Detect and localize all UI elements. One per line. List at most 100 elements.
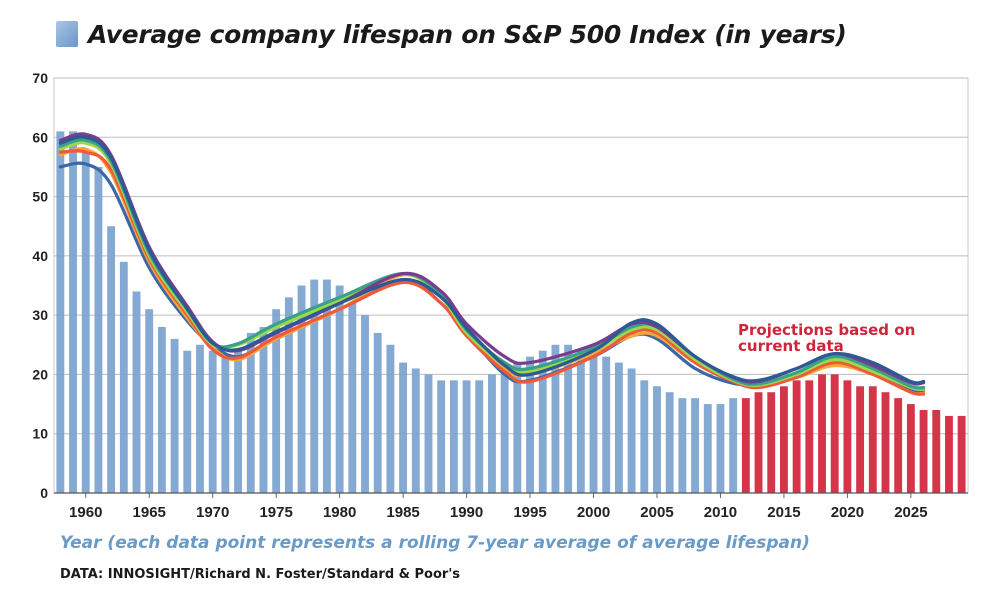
historical-bar <box>107 226 116 493</box>
historical-bar <box>526 356 534 493</box>
historical-bar <box>56 131 65 493</box>
x-tick-label: 2010 <box>704 504 737 521</box>
x-tick-label: 1990 <box>450 504 483 521</box>
projection-bar <box>856 386 865 493</box>
historical-bar <box>665 392 674 493</box>
y-tick-label: 70 <box>32 70 48 86</box>
x-tick-label: 1965 <box>133 504 166 521</box>
x-tick-label: 2000 <box>577 504 610 521</box>
historical-bar <box>653 386 661 493</box>
historical-bar <box>716 404 725 493</box>
x-tick-label: 1980 <box>323 504 356 521</box>
historical-bar <box>602 356 611 493</box>
projection-bar <box>754 392 763 493</box>
projection-annotation-text: Projections based on current data <box>738 321 916 355</box>
historical-bar <box>614 362 623 493</box>
data-source: DATA: INNOSIGHT/Richard N. Foster/Standa… <box>60 567 461 582</box>
historical-bar <box>348 303 357 493</box>
plot-area <box>53 77 969 494</box>
historical-bar <box>272 309 281 493</box>
trend-line-trend-7 <box>58 135 926 385</box>
historical-bar <box>208 350 217 493</box>
historical-bar <box>322 279 331 493</box>
projection-bar <box>843 380 852 493</box>
historical-bar <box>589 350 598 493</box>
chart-title: Average company lifespan on S&P 500 Inde… <box>88 19 847 49</box>
historical-bar <box>81 149 90 493</box>
historical-bar <box>475 380 484 493</box>
historical-bar <box>183 350 192 493</box>
historical-bar <box>310 279 319 493</box>
projection-bar <box>868 386 877 493</box>
historical-bar <box>678 398 687 493</box>
projection-bar <box>805 380 814 493</box>
historical-bar <box>691 398 700 493</box>
historical-bar <box>399 362 408 493</box>
historical-bar <box>627 368 636 493</box>
trend-line-trend-3 <box>58 149 926 396</box>
historical-bar <box>170 338 179 493</box>
historical-bar <box>373 332 382 493</box>
projection-annotation: Projections based on current data <box>738 322 928 354</box>
projection-bar <box>932 410 941 493</box>
historical-bar <box>640 380 649 493</box>
historical-bar <box>462 380 471 493</box>
x-tick-label: 2025 <box>894 504 927 521</box>
historical-bar <box>94 166 103 493</box>
historical-bar <box>234 350 243 493</box>
historical-bar <box>551 344 560 493</box>
y-tick-label: 0 <box>40 485 48 501</box>
historical-bar <box>703 404 712 493</box>
projection-bar <box>894 398 903 493</box>
projection-bar <box>919 410 928 493</box>
projection-bar <box>792 380 801 493</box>
x-tick-label: 2015 <box>767 504 800 521</box>
projection-bar <box>945 415 953 493</box>
x-tick-label: 2005 <box>640 504 673 521</box>
historical-bar <box>145 309 154 493</box>
y-tick-label: 10 <box>32 426 48 442</box>
x-tick-label: 1995 <box>513 504 546 521</box>
x-tick-label: 1975 <box>259 504 292 521</box>
historical-bar <box>488 374 496 493</box>
historical-bar <box>361 315 369 493</box>
y-tick-label: 30 <box>32 307 48 323</box>
historical-bar <box>221 356 230 493</box>
historical-bar <box>246 332 255 493</box>
historical-bar <box>500 374 509 493</box>
historical-bar <box>538 350 547 493</box>
x-tick-label: 1960 <box>69 504 102 521</box>
y-tick-label: 50 <box>32 189 48 205</box>
projection-bar <box>767 392 776 493</box>
y-tick-label: 40 <box>32 248 48 264</box>
historical-bar <box>576 350 585 493</box>
projection-bar <box>906 404 915 493</box>
historical-bar <box>119 261 128 493</box>
historical-bar <box>284 297 293 493</box>
projection-bar <box>881 392 890 493</box>
projection-bar <box>957 415 966 493</box>
historical-bar <box>513 362 522 493</box>
projection-bar <box>830 374 839 493</box>
historical-bar <box>196 344 204 493</box>
projection-bar <box>741 398 750 493</box>
y-tick-label: 20 <box>32 366 48 382</box>
historical-bar <box>335 285 344 493</box>
historical-bar <box>449 380 458 493</box>
historical-bar <box>424 374 433 493</box>
projection-bar <box>779 386 788 493</box>
x-tick-label: 2020 <box>831 504 864 521</box>
x-tick-label: 1970 <box>196 504 229 521</box>
projection-bar <box>818 374 826 493</box>
historical-bar <box>69 131 77 493</box>
historical-bar <box>157 327 166 493</box>
x-tick-label: 1985 <box>386 504 419 521</box>
chart-title-row: Average company lifespan on S&P 500 Inde… <box>56 14 847 54</box>
historical-bar <box>386 344 395 493</box>
x-axis-label: Year (each data point represents a rolli… <box>60 533 810 553</box>
historical-bar <box>259 327 268 493</box>
y-tick-label: 60 <box>32 129 48 145</box>
legend-swatch-icon <box>56 21 78 47</box>
historical-bar <box>297 285 306 493</box>
